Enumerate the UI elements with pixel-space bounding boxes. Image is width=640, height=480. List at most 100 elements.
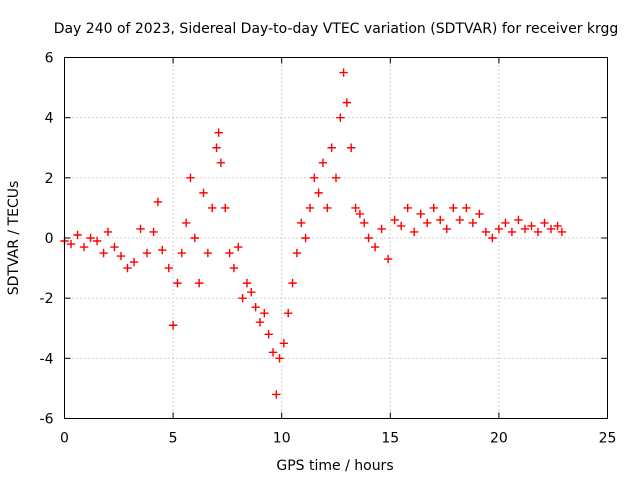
data-point (212, 143, 221, 152)
data-point (305, 203, 315, 213)
data-point (86, 233, 95, 243)
x-tick-label: 20 (490, 431, 508, 447)
data-points (60, 68, 567, 399)
x-tick-label: 5 (169, 431, 178, 447)
data-point (158, 245, 167, 255)
y-tick-label: 2 (45, 171, 54, 187)
data-point (336, 113, 345, 122)
y-axis-tick-labels: -6 -4 -2 0 2 4 6 (40, 51, 54, 428)
data-point (546, 224, 556, 234)
data-point (488, 233, 497, 243)
data-point (207, 203, 217, 213)
data-point (164, 263, 173, 273)
data-point (527, 221, 536, 231)
axis-ticks (64, 57, 608, 419)
data-point (225, 248, 234, 258)
data-point (268, 348, 278, 357)
data-point (436, 215, 445, 225)
data-point (221, 203, 230, 213)
data-point (390, 215, 399, 225)
y-tick-label: -4 (40, 351, 54, 367)
data-point (173, 278, 182, 288)
data-point (342, 98, 352, 107)
y-tick-label: 4 (45, 111, 54, 127)
data-point (110, 242, 119, 252)
data-point (403, 203, 412, 213)
data-point (153, 197, 163, 207)
data-point (73, 230, 82, 240)
data-point (360, 218, 369, 228)
data-point (177, 248, 186, 258)
data-point (149, 227, 158, 237)
data-point (327, 143, 336, 152)
data-point (199, 188, 208, 198)
data-point (449, 203, 458, 213)
data-point (238, 293, 247, 303)
data-point (355, 209, 365, 219)
data-point (540, 218, 549, 228)
data-point (279, 339, 289, 348)
grid (64, 57, 608, 419)
data-point (462, 203, 471, 213)
data-point (318, 158, 328, 167)
data-point (251, 302, 260, 312)
data-point (468, 218, 478, 228)
data-point (416, 209, 425, 219)
data-point (370, 242, 380, 252)
data-point (409, 227, 419, 237)
data-point (520, 224, 530, 234)
data-point (501, 218, 510, 228)
y-tick-label: 6 (45, 51, 54, 67)
data-point (314, 188, 323, 198)
data-point (272, 390, 281, 399)
data-point (301, 233, 310, 243)
data-point (99, 248, 108, 258)
data-point (264, 330, 273, 339)
x-tick-label: 0 (60, 431, 69, 447)
data-point (275, 354, 284, 363)
data-point (297, 218, 306, 228)
data-point (242, 278, 252, 288)
x-tick-label: 10 (273, 431, 291, 447)
data-point (442, 224, 451, 234)
data-point (123, 263, 132, 273)
data-point (494, 224, 504, 234)
data-point (507, 227, 517, 237)
data-point (255, 318, 265, 327)
data-point (339, 68, 348, 77)
data-point (186, 173, 195, 183)
chart-title: Day 240 of 2023, Sidereal Day-to-day VTE… (54, 21, 619, 37)
data-point (347, 143, 356, 152)
data-point (260, 309, 269, 318)
data-point (194, 278, 204, 288)
data-point (234, 242, 243, 252)
data-point (331, 173, 341, 183)
data-point (455, 215, 465, 225)
data-point (351, 203, 360, 213)
data-point (383, 254, 393, 264)
data-point (292, 248, 302, 258)
data-point (66, 239, 76, 249)
data-point (514, 215, 523, 225)
data-point (103, 227, 113, 237)
data-point (310, 173, 319, 183)
data-point (79, 242, 89, 252)
data-point (377, 224, 386, 234)
data-point (190, 233, 200, 243)
y-tick-label: -6 (40, 412, 54, 428)
data-point (429, 203, 438, 213)
x-axis-label: GPS time / hours (276, 458, 393, 474)
y-tick-label: -2 (40, 291, 54, 307)
data-point (364, 233, 373, 243)
x-axis-tick-labels: 0 5 10 15 20 25 (60, 431, 616, 447)
data-point (323, 203, 332, 213)
data-point (142, 248, 152, 258)
data-point (229, 263, 239, 273)
data-point (181, 218, 191, 228)
data-point (557, 227, 567, 237)
data-point (396, 221, 406, 231)
data-point (216, 158, 226, 167)
data-point (136, 224, 145, 234)
